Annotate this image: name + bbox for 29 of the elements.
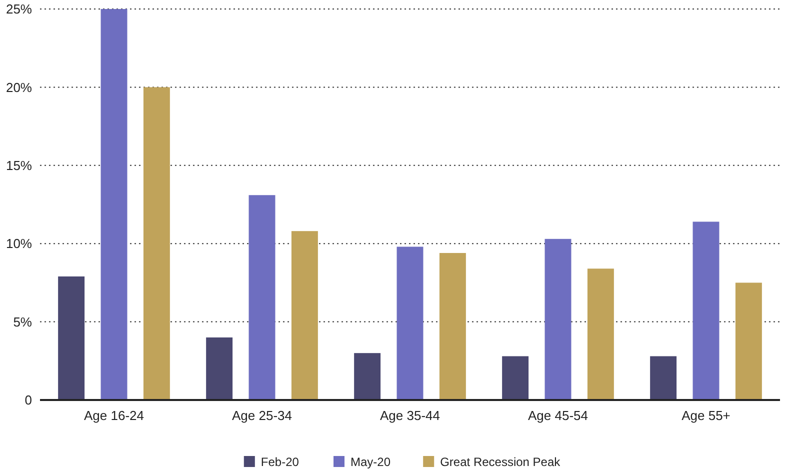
y-tick-label: 20% (6, 80, 32, 95)
y-tick-label: 15% (6, 158, 32, 173)
bar (502, 356, 529, 400)
bar (735, 282, 762, 400)
bar (248, 195, 276, 400)
bar (100, 9, 128, 400)
x-tick-label: Age 25-34 (232, 408, 292, 423)
x-tick-label: Age 16-24 (84, 408, 144, 423)
bar (587, 268, 614, 400)
bar (206, 337, 233, 400)
bar (143, 87, 170, 400)
y-tick-label: 10% (6, 236, 32, 252)
bar (58, 276, 85, 400)
y-tick-label: 0 (24, 392, 32, 408)
bar (544, 238, 572, 400)
x-tick-label: Age 35-44 (380, 408, 440, 423)
x-tick-label: Age 45-54 (528, 408, 588, 423)
bar (692, 222, 720, 400)
y-tick-label: 5% (13, 314, 32, 330)
legend-label: Great Recession Peak (440, 455, 562, 470)
y-tick-label: 25% (6, 2, 32, 17)
bar (354, 353, 381, 400)
bar (439, 252, 466, 400)
legend-label: Feb-20 (260, 455, 300, 470)
bar (650, 356, 677, 400)
x-tick-label: Age 55+ (682, 408, 730, 423)
bar (291, 231, 318, 400)
bar (396, 246, 424, 400)
legend-label: May-20 (350, 455, 391, 470)
